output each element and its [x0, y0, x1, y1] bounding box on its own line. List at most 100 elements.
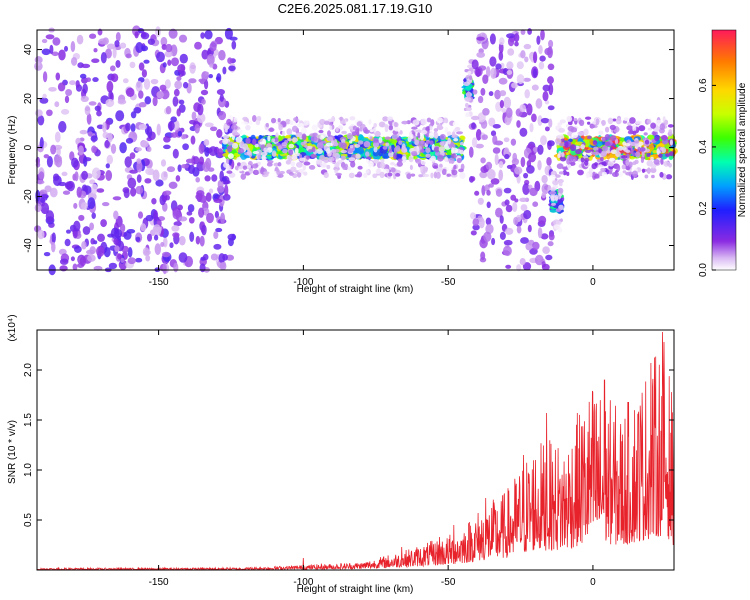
spectrogram-cell: [601, 161, 607, 166]
spectrogram-cell: [127, 257, 136, 265]
snr-y-ticks: 0.5 1.0 1.5 2.0: [23, 363, 674, 527]
spectrogram-cell: [51, 241, 56, 253]
spectrogram-cell: [601, 136, 606, 142]
spectrogram-cell: [519, 127, 528, 137]
spectrogram-cell: [532, 51, 538, 64]
spectrogram-cell: [222, 138, 229, 145]
spectrogram-cell: [135, 236, 141, 242]
spectrogram-cell: [113, 210, 119, 220]
spectrogram-cell: [88, 101, 97, 106]
spectrogram-cell: [492, 134, 498, 145]
spectrogram-cell: [129, 152, 136, 160]
spectrogram-cell: [413, 146, 418, 152]
spectrogram-cell: [138, 123, 147, 131]
spectrogram-cell: [615, 117, 622, 125]
spectrogram-cell: [668, 151, 675, 157]
spectrogram-cell: [293, 117, 299, 122]
spectrogram-cell: [52, 37, 61, 46]
spectrogram-cell: [231, 142, 239, 149]
spectrogram-cell: [522, 183, 530, 196]
spectrogram-cell: [506, 33, 515, 39]
spectrogram-cell: [588, 167, 594, 173]
spectrogram-cell: [499, 99, 505, 109]
spectrogram-cell: [420, 133, 425, 141]
spectrogram-cell: [456, 131, 463, 135]
spectrogram-cell: [650, 156, 654, 161]
spectrogram-cell: [451, 169, 458, 176]
spectrogram-cell: [173, 262, 179, 273]
spectrogram-cell: [177, 164, 182, 172]
spectrogram-cell: [80, 95, 89, 103]
spectrogram-cell: [520, 156, 526, 168]
spectrogram-cell: [538, 44, 543, 55]
spectrogram-cell: [222, 193, 231, 201]
spectrogram-cell: [656, 148, 660, 155]
spectrogram-cell: [81, 170, 89, 181]
spectrogram-cell: [499, 215, 504, 224]
spectrogram-cell: [224, 128, 228, 133]
spectrogram-cell: [622, 170, 627, 174]
spectrogram-cell: [202, 253, 209, 261]
spectrogram-cell: [624, 142, 631, 147]
spectrogram-cell: [459, 149, 464, 155]
spectrogram-cell: [281, 142, 288, 147]
spectrogram-cell: [87, 131, 93, 137]
spectrogram-cell: [340, 142, 347, 150]
spectrogram-cell: [644, 174, 649, 179]
spectrogram-cell: [464, 96, 472, 102]
spectrogram-cell: [600, 119, 606, 126]
spectrogram-cell: [632, 152, 637, 157]
spectrogram-cell: [156, 220, 162, 225]
spectrogram-cell: [516, 61, 524, 70]
spectrogram-cell: [485, 217, 492, 226]
spectrogram-cell: [221, 177, 227, 182]
spectrogram-cell: [513, 216, 519, 226]
spectrogram-cell: [368, 163, 372, 168]
spectrogram-cell: [609, 124, 616, 131]
spectrogram-cell: [665, 153, 670, 158]
spectrogram-cell: [35, 162, 41, 168]
spectrogram-cell: [662, 135, 667, 141]
spectrogram-cell: [219, 94, 224, 102]
spectrogram-cell: [637, 147, 642, 153]
spectrogram-cell: [208, 188, 214, 194]
spectrogram-cell: [375, 168, 382, 175]
spectrogram-cell: [299, 123, 305, 128]
spectrogram-cell: [92, 77, 99, 83]
spectrogram-cell: [552, 180, 559, 186]
spectrogram-cell: [63, 45, 69, 52]
spectrogram-cell: [199, 235, 205, 247]
spectrogram-cell: [669, 139, 673, 146]
spectrogram-cell: [654, 136, 660, 142]
spectrogram-cell: [532, 201, 539, 207]
spectrogram-cell: [310, 153, 317, 158]
spectrogram-cell: [119, 223, 126, 233]
spectrogram-cells: [33, 25, 678, 276]
spectrogram-cell: [242, 116, 248, 121]
spectrogram-cell: [622, 145, 627, 151]
spectrogram-cell: [520, 204, 528, 212]
spectrogram-cell: [159, 84, 167, 91]
spectrogram-cell: [215, 227, 223, 233]
spectrogram-cell: [442, 122, 448, 128]
spectrogram-cell: [527, 28, 532, 35]
spectrogram-cell: [365, 151, 370, 157]
spectrogram-cell: [411, 126, 418, 130]
spectrogram-cell: [96, 188, 105, 193]
spectrogram-cell: [42, 71, 48, 83]
spectrogram-cell: [225, 254, 235, 261]
spectrogram-cell: [477, 95, 484, 104]
spectrogram-cell: [285, 159, 292, 165]
spectrogram-cell: [643, 132, 648, 136]
spectrogram-cell: [127, 247, 133, 258]
spectrogram-cell: [304, 144, 308, 148]
spectrogram-cell: [162, 262, 167, 275]
spectrogram-cell: [596, 141, 603, 147]
spectrogram-cell: [200, 32, 205, 39]
colorbar-tick-label: 0.6: [698, 78, 709, 92]
spectrogram-cell: [115, 110, 125, 122]
spectrogram-cell: [460, 163, 465, 171]
spectrogram-cell: [558, 181, 563, 187]
spectrogram-cell: [453, 128, 458, 133]
spectrogram-cell: [154, 243, 162, 255]
